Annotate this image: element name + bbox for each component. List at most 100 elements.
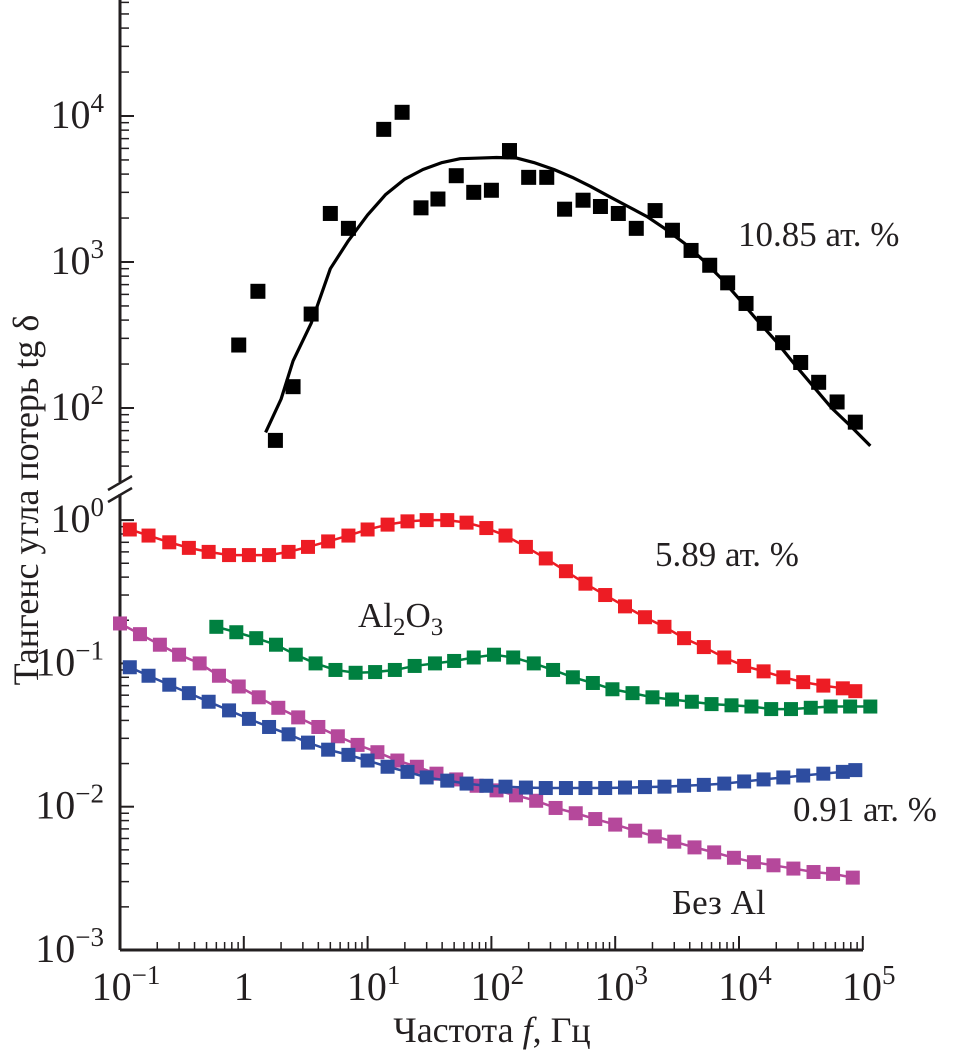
data-point xyxy=(288,647,303,662)
data-point xyxy=(231,679,246,694)
data-point xyxy=(628,220,644,236)
data-point xyxy=(696,777,711,792)
data-point xyxy=(737,774,752,789)
data-point xyxy=(459,515,474,530)
data-point xyxy=(267,432,283,448)
data-point xyxy=(557,201,573,217)
tick-exponent: 4 xyxy=(758,960,772,990)
al2o3-sub2: 2 xyxy=(393,614,406,641)
data-point xyxy=(172,647,187,662)
data-point xyxy=(430,191,446,207)
data-point xyxy=(501,143,517,159)
data-point xyxy=(368,665,383,680)
data-point xyxy=(717,650,732,665)
data-point xyxy=(657,619,672,634)
x-tick-label: 101 xyxy=(347,960,401,1009)
x-tick-label: 104 xyxy=(718,960,772,1009)
tick-base: 10 xyxy=(35,926,75,971)
data-point xyxy=(746,855,761,870)
data-point xyxy=(598,781,613,796)
data-point xyxy=(783,702,798,717)
tick-exponent: 5 xyxy=(882,960,896,990)
data-point xyxy=(848,763,863,778)
data-point xyxy=(521,169,537,185)
tick-base: 10 xyxy=(35,639,75,684)
data-point xyxy=(835,681,850,696)
data-point xyxy=(764,702,779,717)
labels: 10.85 ат. % 5.89 ат. % Al2O3 0.91 ат. % … xyxy=(6,215,937,1050)
data-point xyxy=(407,658,422,673)
data-point xyxy=(229,625,244,640)
data-point xyxy=(400,514,415,529)
data-point xyxy=(538,781,553,796)
data-point xyxy=(308,656,323,671)
data-point xyxy=(466,650,481,665)
data-point xyxy=(466,184,482,200)
data-point xyxy=(637,780,652,795)
data-point xyxy=(647,829,662,844)
data-point xyxy=(766,858,781,873)
data-point xyxy=(756,664,771,679)
data-point xyxy=(803,700,818,715)
x-tick-label: 103 xyxy=(594,960,648,1009)
data-point xyxy=(816,678,831,693)
axis-break-mark xyxy=(107,486,133,504)
data-point xyxy=(588,812,603,827)
data-point xyxy=(724,698,739,713)
data-point xyxy=(738,295,754,311)
series-label-al2o3: Al2O3 xyxy=(358,596,443,641)
data-point xyxy=(539,169,555,185)
data-point xyxy=(518,780,533,795)
data-point xyxy=(664,222,680,238)
data-point xyxy=(479,778,494,793)
data-point xyxy=(744,699,759,714)
tick-exponent: 0 xyxy=(91,492,105,522)
data-point xyxy=(376,121,392,137)
series-al2o3 xyxy=(209,619,878,717)
x-tick-label: 1 xyxy=(234,964,254,1009)
data-point xyxy=(707,845,722,860)
data-point xyxy=(201,544,216,559)
data-point xyxy=(578,781,593,796)
series-layer xyxy=(113,104,878,885)
data-point xyxy=(737,658,752,673)
axis-break-mark xyxy=(107,474,133,492)
data-point xyxy=(311,719,326,734)
data-point xyxy=(506,650,521,665)
data-point xyxy=(281,544,296,559)
data-point xyxy=(250,283,266,299)
tick-base: 10 xyxy=(594,964,634,1009)
x-axis-title-b: , Гц xyxy=(533,1010,591,1050)
data-point xyxy=(181,540,196,555)
y-tick-label: 103 xyxy=(51,234,105,283)
data-point xyxy=(726,850,741,865)
data-point xyxy=(262,719,277,734)
data-point xyxy=(447,653,462,668)
tick-base: 10 xyxy=(51,238,91,283)
data-point xyxy=(575,192,591,208)
data-point xyxy=(132,627,147,642)
data-point xyxy=(459,776,474,791)
data-point xyxy=(440,773,455,788)
data-point xyxy=(816,766,831,781)
data-point xyxy=(592,198,608,214)
data-point xyxy=(209,619,224,634)
data-point xyxy=(341,528,356,543)
data-point xyxy=(625,686,640,701)
data-point xyxy=(756,315,772,331)
data-point xyxy=(578,576,593,591)
data-point xyxy=(162,677,177,692)
data-point xyxy=(526,656,541,671)
data-point xyxy=(262,548,277,563)
series-label-0-91: 0.91 ат. % xyxy=(793,790,937,829)
data-point xyxy=(181,686,196,701)
data-point xyxy=(291,710,306,725)
series--al xyxy=(113,616,860,885)
data-point xyxy=(122,660,137,675)
data-point xyxy=(340,220,356,236)
data-point xyxy=(141,668,156,683)
tick-base: 10 xyxy=(842,964,882,1009)
data-point xyxy=(637,610,652,625)
series-line xyxy=(216,625,871,711)
data-point xyxy=(657,779,672,794)
